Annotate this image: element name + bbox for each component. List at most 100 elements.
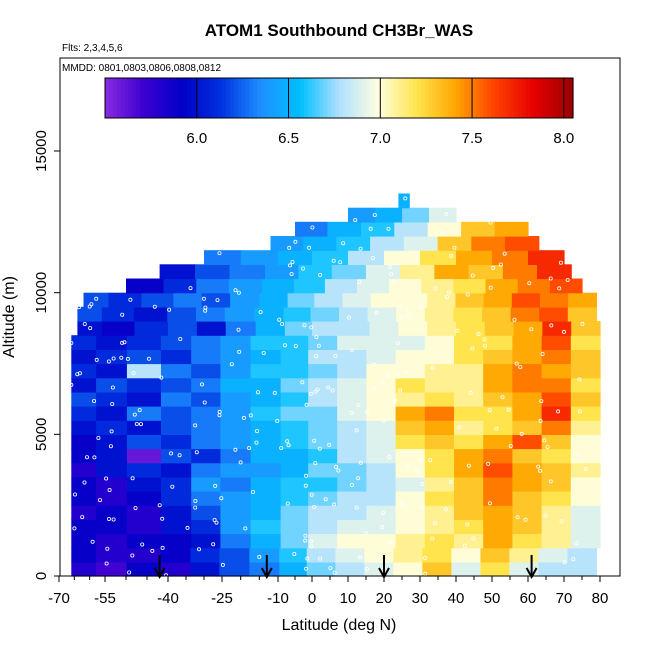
colorbar-segment xyxy=(374,78,379,118)
heatmap-cell xyxy=(219,561,250,577)
heatmap-cell xyxy=(250,434,282,450)
sample-point xyxy=(87,304,92,309)
sample-point xyxy=(286,443,291,448)
heatmap-cell xyxy=(280,519,309,535)
sample-point xyxy=(502,251,507,256)
heatmap-cell xyxy=(96,335,128,350)
colorbar-segment xyxy=(506,78,512,118)
heatmap-cell xyxy=(161,491,192,506)
heatmap-cell xyxy=(259,292,289,308)
heatmap-cell xyxy=(512,448,543,464)
heatmap-cell xyxy=(167,306,197,322)
heatmap-cell xyxy=(429,207,457,223)
sample-point xyxy=(308,391,313,396)
heatmap-cell xyxy=(191,434,221,450)
heatmap-cell xyxy=(337,391,367,407)
sample-point xyxy=(131,371,136,376)
colorbar-segment xyxy=(549,78,555,118)
heatmap-cell xyxy=(308,491,338,506)
heatmap-cell xyxy=(96,391,128,407)
heatmap-cell xyxy=(163,278,197,294)
heatmap-cell xyxy=(161,533,192,549)
heatmap-cell xyxy=(71,363,97,379)
colorbar-segment xyxy=(171,78,176,118)
sample-point xyxy=(90,539,95,544)
heatmap-cell xyxy=(96,349,128,365)
sample-point xyxy=(194,450,199,455)
sample-point xyxy=(536,464,541,469)
sample-point xyxy=(316,343,321,348)
heatmap-cell xyxy=(541,491,572,506)
colorbar-segment xyxy=(537,78,543,118)
heatmap-cell xyxy=(126,448,162,464)
sample-point xyxy=(220,562,225,567)
heatmap-cell xyxy=(456,321,486,336)
colorbar-segment xyxy=(140,78,145,118)
sample-point xyxy=(363,531,368,536)
heatmap-cell xyxy=(427,321,457,336)
heatmap-cell xyxy=(511,292,541,308)
sample-point xyxy=(257,554,262,559)
sample-point xyxy=(213,483,218,488)
colorbar-segment xyxy=(276,78,282,118)
sample-point xyxy=(562,560,567,565)
sample-point xyxy=(317,446,322,451)
colorbar-segment xyxy=(163,78,168,118)
colorbar-segment xyxy=(257,78,262,118)
sample-point xyxy=(471,536,476,541)
heatmap-cell xyxy=(512,476,543,492)
heatmap-cell xyxy=(71,406,97,421)
heatmap-cell xyxy=(512,491,543,506)
heatmap-cell xyxy=(126,519,162,535)
sample-point xyxy=(353,218,358,223)
heatmap-cell xyxy=(337,533,367,549)
heatmap-cell xyxy=(280,505,309,520)
sample-point xyxy=(423,555,428,560)
colorbar-segment xyxy=(452,78,457,118)
heatmap-cell xyxy=(537,264,572,280)
colorbar-segment xyxy=(210,78,215,118)
heatmap-cell xyxy=(570,505,601,520)
colorbar-segment xyxy=(105,78,110,118)
heatmap-cell xyxy=(71,448,97,464)
heatmap-cell xyxy=(567,306,597,322)
heatmap-cell xyxy=(220,505,252,520)
sample-point xyxy=(77,305,82,310)
heatmap-cell xyxy=(308,377,338,393)
heatmap-cell xyxy=(280,434,309,450)
sample-point xyxy=(330,388,335,393)
sample-point xyxy=(385,373,390,378)
heatmap-cell xyxy=(366,448,397,464)
sample-point xyxy=(400,501,405,506)
colorbar-segment xyxy=(190,78,196,118)
heatmap-cell xyxy=(570,519,601,535)
sample-point xyxy=(562,329,567,334)
sample-point xyxy=(119,355,124,360)
heatmap-cell xyxy=(161,505,192,520)
sample-point xyxy=(543,513,548,518)
heatmap-cell xyxy=(360,221,395,237)
heatmap-cell xyxy=(570,434,601,450)
heatmap-cell xyxy=(541,505,572,520)
heatmap-cell xyxy=(337,377,367,393)
heatmap-cell xyxy=(366,462,397,478)
colorbar-segment xyxy=(303,78,309,118)
heatmap-cell xyxy=(220,335,252,350)
heatmap-cell xyxy=(196,306,226,322)
sample-point xyxy=(368,226,373,231)
heatmap-cell xyxy=(454,406,484,421)
sample-point xyxy=(280,321,285,326)
sample-point xyxy=(420,481,425,486)
heatmap-cell xyxy=(191,476,221,492)
heatmap-cell xyxy=(280,335,309,350)
colorbar-segment xyxy=(526,78,531,118)
heatmap-cell xyxy=(375,207,403,223)
heatmap-cell xyxy=(336,236,371,251)
heatmap-cell xyxy=(327,221,362,237)
heatmap-cell xyxy=(456,250,493,265)
sample-point xyxy=(203,308,208,313)
heatmap-cell xyxy=(471,236,506,251)
heatmap-cell xyxy=(541,462,572,478)
heatmap-cell xyxy=(480,561,510,577)
sample-point xyxy=(214,520,219,525)
